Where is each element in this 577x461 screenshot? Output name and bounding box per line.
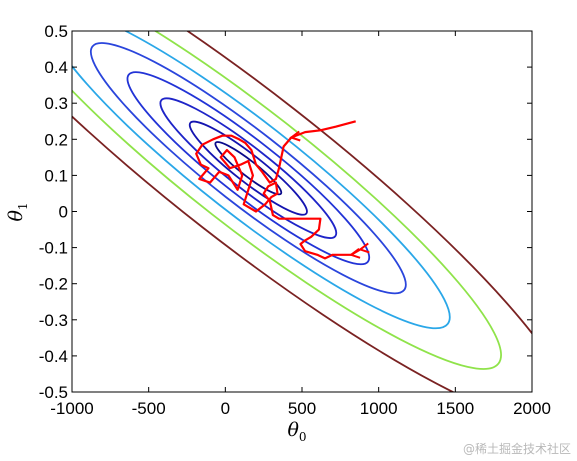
y-axis-ticks: 0.5 0.4 0.3 0.2 0.1 0 -0.1 -0.2 -0.3 -0.4 -0.5 (39, 22, 532, 402)
y-tick-label: 0.4 (44, 58, 68, 77)
y-tick-label: 0.1 (44, 166, 68, 185)
plot-frame (71, 30, 533, 393)
trajectory-arrowhead-1 (289, 130, 301, 142)
y-tick-label: -0.3 (39, 311, 68, 330)
trajectory-path (195, 120, 361, 260)
x-tick-label: 1500 (436, 399, 474, 418)
contour-level-1 (214, 141, 283, 196)
y-tick-label: -0.5 (39, 383, 68, 402)
contour-level-5 (89, 42, 407, 295)
y-tick-label: -0.1 (39, 239, 68, 258)
x-tick-label: 2000 (513, 399, 551, 418)
x-tick-label: 0 (221, 399, 230, 418)
x-tick-label: 1000 (360, 399, 398, 418)
x-tick-label: -1000 (50, 399, 93, 418)
watermark: @稀土掘金技术社区 (462, 442, 571, 456)
x-axis-ticks: -1000 -500 0 500 1000 1500 2000 (50, 31, 551, 418)
y-tick-label: -0.4 (39, 347, 68, 366)
y-tick-label: -0.2 (39, 275, 68, 294)
x-tick-label: 500 (288, 399, 316, 418)
trajectory-arrowhead-3 (348, 248, 361, 259)
y-tick-label: 0 (59, 203, 68, 222)
y-tick-label: 0.3 (44, 94, 68, 113)
y-tick-label: 0.2 (44, 130, 68, 149)
y-axis-label: θ1 (5, 202, 30, 221)
x-tick-label: -500 (132, 399, 166, 418)
descent-trajectory (195, 120, 370, 260)
contour-level-6 (72, 31, 451, 330)
contour-level-3 (159, 97, 338, 239)
contour-level-4 (126, 71, 371, 266)
y-tick-label: 0.5 (44, 22, 68, 41)
x-axis-label: θ0 (287, 419, 306, 444)
trajectory-arrowhead-2 (358, 242, 370, 254)
contour-level-7 (72, 31, 502, 370)
